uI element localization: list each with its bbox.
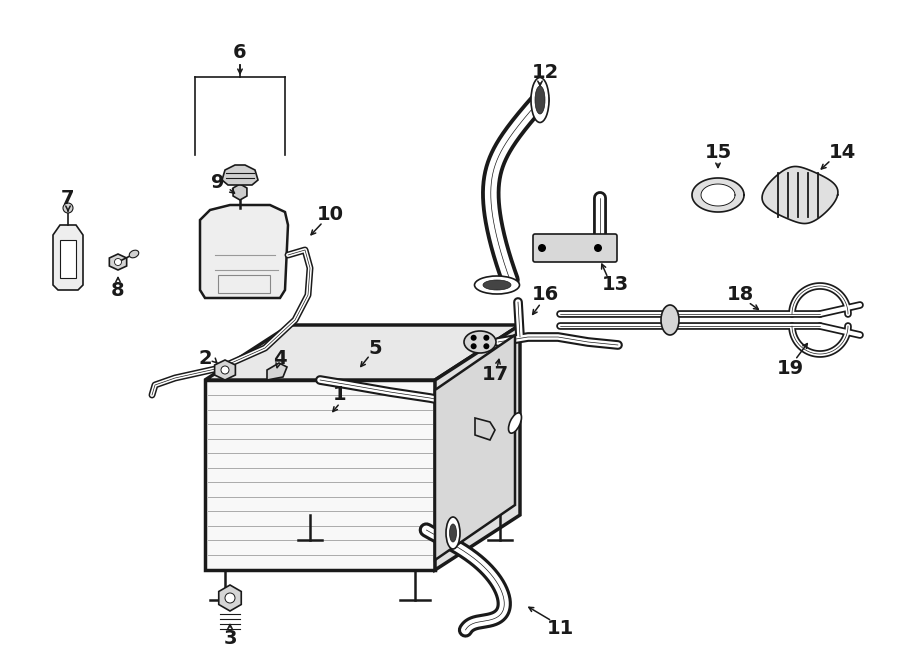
Polygon shape bbox=[219, 585, 241, 611]
Polygon shape bbox=[475, 418, 495, 440]
FancyBboxPatch shape bbox=[533, 234, 617, 262]
Circle shape bbox=[221, 366, 229, 374]
Circle shape bbox=[63, 203, 73, 213]
Polygon shape bbox=[701, 184, 735, 206]
Text: 8: 8 bbox=[112, 280, 125, 299]
Text: 4: 4 bbox=[274, 348, 287, 368]
Ellipse shape bbox=[661, 305, 679, 335]
Circle shape bbox=[594, 244, 602, 252]
Text: 12: 12 bbox=[531, 63, 559, 81]
Circle shape bbox=[483, 343, 490, 349]
Text: 11: 11 bbox=[546, 619, 573, 637]
Ellipse shape bbox=[464, 331, 496, 353]
Polygon shape bbox=[222, 165, 258, 185]
Text: 6: 6 bbox=[233, 42, 247, 61]
Circle shape bbox=[483, 334, 490, 341]
Polygon shape bbox=[200, 205, 288, 298]
Polygon shape bbox=[435, 325, 520, 570]
Ellipse shape bbox=[449, 524, 456, 542]
Text: 9: 9 bbox=[212, 173, 225, 192]
Ellipse shape bbox=[508, 413, 521, 433]
Polygon shape bbox=[53, 225, 83, 290]
Ellipse shape bbox=[483, 280, 511, 290]
Text: 13: 13 bbox=[601, 276, 628, 295]
Ellipse shape bbox=[474, 276, 519, 294]
Text: 18: 18 bbox=[726, 286, 753, 305]
Text: 5: 5 bbox=[368, 338, 382, 358]
Polygon shape bbox=[214, 360, 236, 380]
Text: 1: 1 bbox=[333, 385, 346, 405]
Text: 3: 3 bbox=[223, 629, 237, 648]
Polygon shape bbox=[762, 167, 838, 223]
Polygon shape bbox=[205, 325, 520, 380]
Text: 7: 7 bbox=[61, 188, 75, 208]
Circle shape bbox=[538, 244, 546, 252]
Text: 14: 14 bbox=[828, 143, 856, 161]
Ellipse shape bbox=[130, 251, 139, 258]
Polygon shape bbox=[205, 380, 435, 570]
Polygon shape bbox=[109, 254, 127, 270]
Circle shape bbox=[225, 593, 235, 603]
Ellipse shape bbox=[535, 86, 545, 114]
Text: 17: 17 bbox=[482, 366, 508, 385]
Ellipse shape bbox=[531, 77, 549, 122]
Text: 15: 15 bbox=[705, 143, 732, 161]
Ellipse shape bbox=[446, 517, 460, 549]
Polygon shape bbox=[435, 335, 515, 560]
Polygon shape bbox=[233, 184, 247, 200]
Polygon shape bbox=[267, 363, 287, 380]
Polygon shape bbox=[692, 178, 744, 212]
Text: 16: 16 bbox=[531, 286, 559, 305]
Text: 19: 19 bbox=[777, 358, 804, 377]
Text: 10: 10 bbox=[317, 206, 344, 225]
Circle shape bbox=[471, 343, 477, 349]
Circle shape bbox=[114, 258, 122, 266]
Circle shape bbox=[471, 334, 477, 341]
Polygon shape bbox=[60, 240, 76, 278]
Text: 2: 2 bbox=[198, 348, 212, 368]
